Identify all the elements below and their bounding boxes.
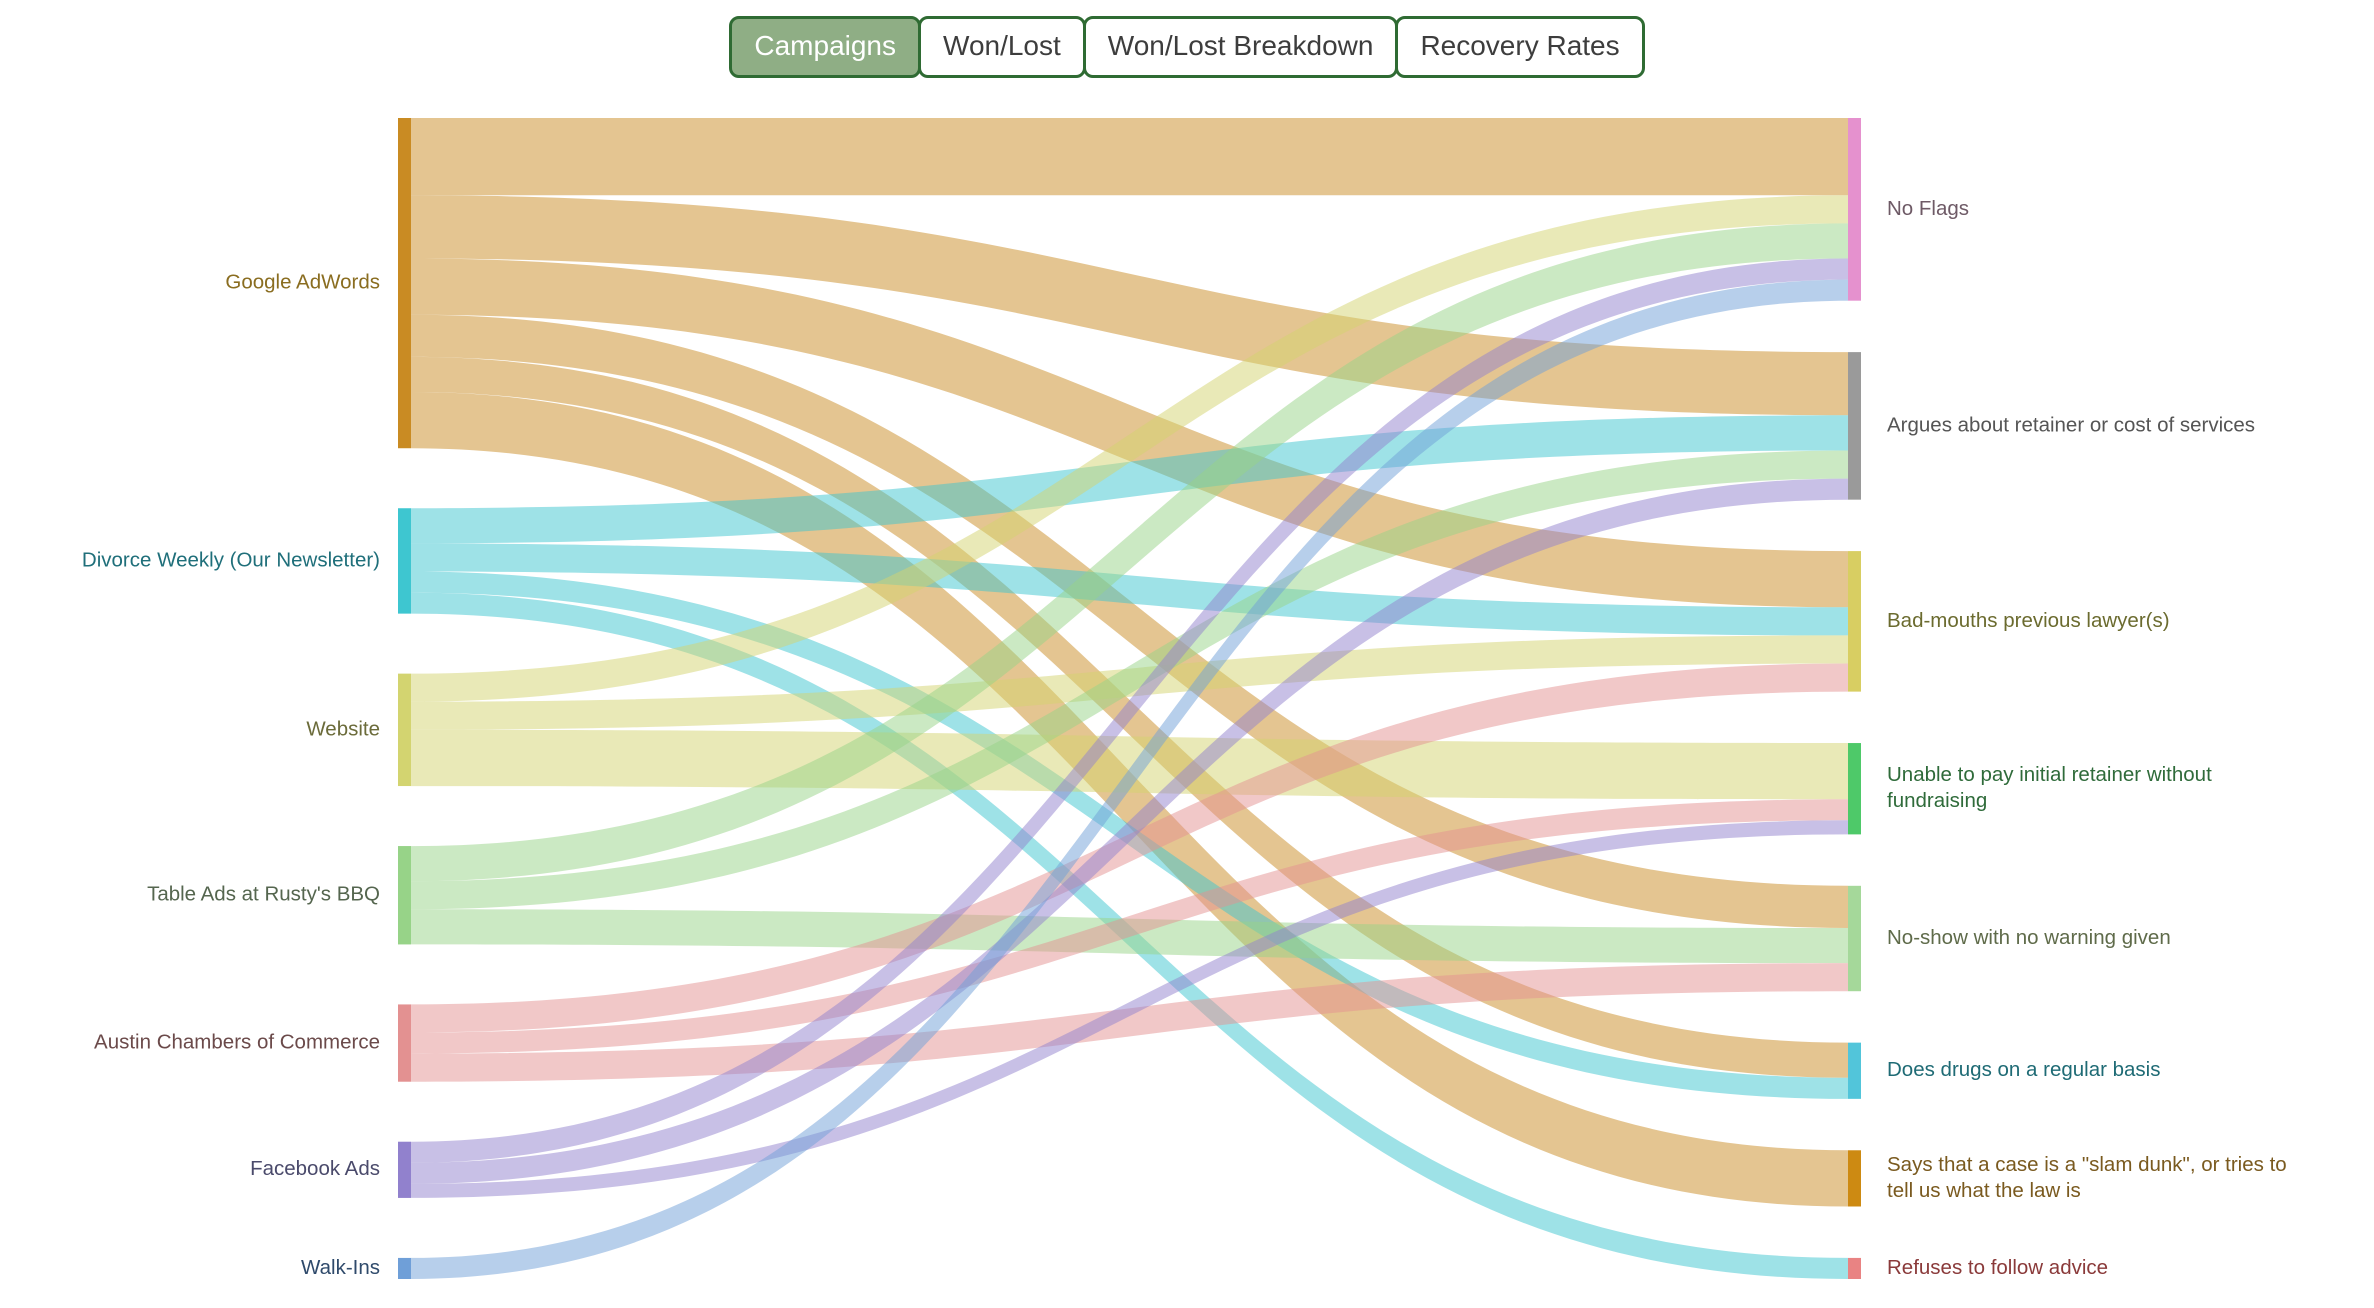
node-label: Austin Chambers of Commerce xyxy=(94,1030,380,1053)
node-label: Google AdWords xyxy=(225,271,380,294)
tab-recovery-rates[interactable]: Recovery Rates xyxy=(1395,16,1645,78)
sankey-node[interactable] xyxy=(1848,551,1861,692)
sankey-link[interactable] xyxy=(411,392,1848,1207)
sankey-link[interactable] xyxy=(411,314,1848,928)
node-label: Website xyxy=(306,717,380,740)
sankey-node[interactable] xyxy=(398,1257,411,1279)
sankey-link[interactable] xyxy=(411,820,1848,1198)
node-label: No Flags xyxy=(1887,197,1969,220)
node-label: Refuses to follow advice xyxy=(1887,1256,2108,1279)
node-label: Divorce Weekly (Our Newsletter) xyxy=(82,548,380,571)
sankey-link[interactable] xyxy=(411,258,1848,1163)
node-label: fundraising xyxy=(1887,789,1987,812)
sankey-link[interactable] xyxy=(411,478,1848,1184)
sankey-link[interactable] xyxy=(411,543,1848,636)
node-label: Walk-Ins xyxy=(301,1256,380,1279)
sankey-node[interactable] xyxy=(1848,352,1861,500)
node-label: Does drugs on a regular basis xyxy=(1887,1058,2161,1081)
sankey-link[interactable] xyxy=(411,118,1848,196)
view-tabs: Campaigns Won/Lost Won/Lost Breakdown Re… xyxy=(0,16,2374,78)
sankey-link[interactable] xyxy=(411,195,1848,702)
sankey-node[interactable] xyxy=(1848,118,1861,301)
sankey-node[interactable] xyxy=(398,1141,411,1198)
sankey-node[interactable] xyxy=(398,508,411,614)
sankey-link[interactable] xyxy=(411,663,1848,1033)
sankey-link[interactable] xyxy=(411,799,1848,1054)
sankey-node[interactable] xyxy=(1848,1150,1861,1207)
sankey-node[interactable] xyxy=(1848,1257,1861,1279)
node-label: Says that a case is a "slam dunk", or tr… xyxy=(1887,1153,2287,1176)
sankey-node[interactable] xyxy=(1848,1042,1861,1099)
sankey-node[interactable] xyxy=(398,846,411,945)
sankey-link[interactable] xyxy=(411,450,1848,910)
tab-won-lost-breakdown[interactable]: Won/Lost Breakdown xyxy=(1082,16,1399,78)
node-label: tell us what the law is xyxy=(1887,1179,2081,1202)
sankey-node[interactable] xyxy=(398,1004,411,1082)
node-label: Bad-mouths previous lawyer(s) xyxy=(1887,609,2170,632)
node-label: Facebook Ads xyxy=(250,1157,380,1180)
sankey-node[interactable] xyxy=(1848,743,1861,835)
sankey-link[interactable] xyxy=(411,415,1848,544)
node-label: No-show with no warning given xyxy=(1887,926,2171,949)
sankey-node[interactable] xyxy=(398,118,411,449)
sankey-link[interactable] xyxy=(411,223,1848,882)
sankey-link[interactable] xyxy=(411,279,1848,1280)
node-label: Unable to pay initial retainer without xyxy=(1887,763,2212,786)
node-label: Argues about retainer or cost of service… xyxy=(1887,413,2255,436)
sankey-node[interactable] xyxy=(1848,885,1861,992)
sankey-node[interactable] xyxy=(398,673,411,787)
tab-won-lost[interactable]: Won/Lost xyxy=(918,16,1086,78)
node-label: Table Ads at Rusty's BBQ xyxy=(147,883,380,906)
sankey-link[interactable] xyxy=(411,258,1848,608)
tab-campaigns[interactable]: Campaigns xyxy=(729,16,922,78)
